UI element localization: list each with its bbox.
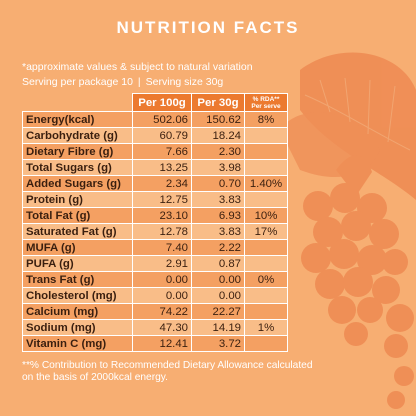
rda-value: 17% — [244, 223, 288, 240]
serving-separator: | — [137, 76, 141, 88]
per-100g-value: 2.34 — [132, 175, 192, 192]
per-100g-value: 12.75 — [132, 191, 192, 208]
table-row: MUFA (g) 7.40 2.22 — [22, 239, 288, 256]
per-100g-value: 60.79 — [132, 127, 192, 144]
table-header-row: Per 100g Per 30g % RDA** Per serve — [22, 93, 288, 112]
nutrient-label: Sodium (mg) — [22, 319, 133, 336]
nutrient-label: PUFA (g) — [22, 255, 133, 272]
per-30g-value: 0.00 — [191, 287, 245, 304]
rda-value — [244, 335, 288, 352]
table-row: Saturated Fat (g) 12.78 3.83 17% — [22, 223, 288, 240]
per-30g-value: 3.83 — [191, 191, 245, 208]
header-per-100g: Per 100g — [132, 93, 192, 112]
per-30g-value: 22.27 — [191, 303, 245, 320]
per-30g-value: 2.22 — [191, 239, 245, 256]
table-row: Dietary Fibre (g) 7.66 2.30 — [22, 143, 288, 160]
nutrient-label: Added Sugars (g) — [22, 175, 133, 192]
nutrient-label: Calcium (mg) — [22, 303, 133, 320]
header-per-30g: Per 30g — [191, 93, 245, 112]
per-30g-value: 2.30 — [191, 143, 245, 160]
nutrient-label: Total Fat (g) — [22, 207, 133, 224]
per-100g-value: 23.10 — [132, 207, 192, 224]
per-30g-value: 3.83 — [191, 223, 245, 240]
nutrient-label: Protein (g) — [22, 191, 133, 208]
serving-per-package: Serving per package 10 — [22, 76, 133, 88]
variation-note: *approximate values & subject to natural… — [22, 61, 253, 73]
per-30g-value: 0.87 — [191, 255, 245, 272]
nutrition-table: Per 100g Per 30g % RDA** Per serve Energ… — [22, 93, 288, 352]
table-row: Added Sugars (g) 2.34 0.70 1.40% — [22, 175, 288, 192]
rda-value: 10% — [244, 207, 288, 224]
per-100g-value: 7.40 — [132, 239, 192, 256]
rda-value — [244, 143, 288, 160]
header-rda: % RDA** Per serve — [244, 93, 288, 112]
per-100g-value: 47.30 — [132, 319, 192, 336]
nutrient-label: Vitamin C (mg) — [22, 335, 133, 352]
per-100g-value: 2.91 — [132, 255, 192, 272]
per-30g-value: 3.72 — [191, 335, 245, 352]
nutrient-label: Energy(kcal) — [22, 111, 133, 128]
rda-value — [244, 191, 288, 208]
header-corner — [22, 93, 133, 112]
per-100g-value: 0.00 — [132, 271, 192, 288]
nutrient-label: Cholesterol (mg) — [22, 287, 133, 304]
table-row: Vitamin C (mg) 12.41 3.72 — [22, 335, 288, 352]
table-row: Energy(kcal) 502.06 150.62 8% — [22, 111, 288, 128]
nutrient-label: Trans Fat (g) — [22, 271, 133, 288]
rda-footnote: **% Contribution to Recommended Dietary … — [22, 360, 313, 383]
table-row: Total Fat (g) 23.10 6.93 10% — [22, 207, 288, 224]
serving-size: Serving size 30g — [145, 76, 224, 88]
per-30g-value: 0.70 — [191, 175, 245, 192]
rda-value — [244, 303, 288, 320]
nutrient-label: Carbohydrate (g) — [22, 127, 133, 144]
per-100g-value: 502.06 — [132, 111, 192, 128]
nutrition-table-body: Energy(kcal) 502.06 150.62 8% Carbohydrate (… — [22, 111, 288, 352]
per-100g-value: 12.78 — [132, 223, 192, 240]
table-row: Sodium (mg) 47.30 14.19 1% — [22, 319, 288, 336]
rda-value — [244, 159, 288, 176]
table-row: Trans Fat (g) 0.00 0.00 0% — [22, 271, 288, 288]
rda-value — [244, 127, 288, 144]
per-100g-value: 13.25 — [132, 159, 192, 176]
page-title: NUTRITION FACTS — [116, 18, 300, 37]
per-100g-value: 12.41 — [132, 335, 192, 352]
rda-value: 1.40% — [244, 175, 288, 192]
table-row: PUFA (g) 2.91 0.87 — [22, 255, 288, 272]
serving-info: Serving per package 10 | Serving size 30g — [22, 76, 223, 88]
table-row: Calcium (mg) 74.22 22.27 — [22, 303, 288, 320]
per-30g-value: 0.00 — [191, 271, 245, 288]
nutrient-label: MUFA (g) — [22, 239, 133, 256]
per-100g-value: 74.22 — [132, 303, 192, 320]
table-row: Total Sugars (g) 13.25 3.98 — [22, 159, 288, 176]
nutrient-label: Total Sugars (g) — [22, 159, 133, 176]
rda-value: 0% — [244, 271, 288, 288]
per-100g-value: 0.00 — [132, 287, 192, 304]
per-100g-value: 7.66 — [132, 143, 192, 160]
per-30g-value: 150.62 — [191, 111, 245, 128]
rda-value: 1% — [244, 319, 288, 336]
per-30g-value: 6.93 — [191, 207, 245, 224]
rda-value — [244, 239, 288, 256]
nutrient-label: Dietary Fibre (g) — [22, 143, 133, 160]
rda-value — [244, 287, 288, 304]
table-row: Protein (g) 12.75 3.83 — [22, 191, 288, 208]
nutrient-label: Saturated Fat (g) — [22, 223, 133, 240]
per-30g-value: 14.19 — [191, 319, 245, 336]
rda-value — [244, 255, 288, 272]
per-30g-value: 3.98 — [191, 159, 245, 176]
table-row: Cholesterol (mg) 0.00 0.00 — [22, 287, 288, 304]
per-30g-value: 18.24 — [191, 127, 245, 144]
table-row: Carbohydrate (g) 60.79 18.24 — [22, 127, 288, 144]
rda-value: 8% — [244, 111, 288, 128]
